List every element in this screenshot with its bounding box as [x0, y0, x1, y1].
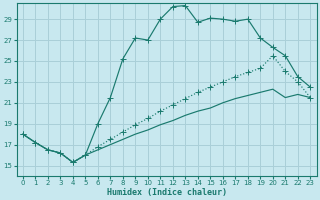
- X-axis label: Humidex (Indice chaleur): Humidex (Indice chaleur): [107, 188, 227, 197]
